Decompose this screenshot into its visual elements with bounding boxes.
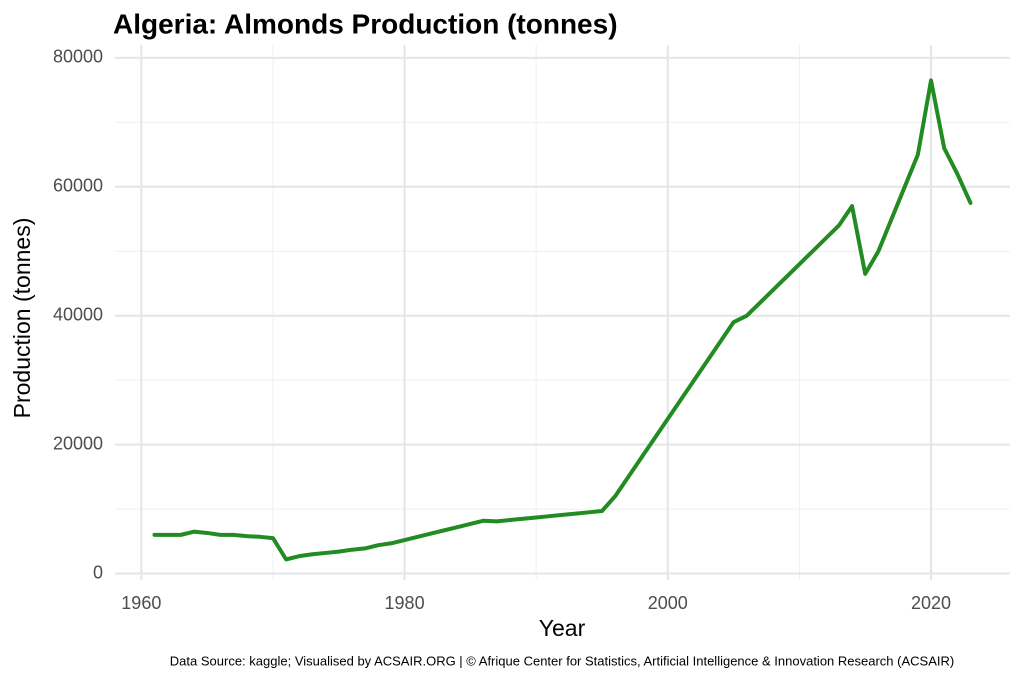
x-tick-label: 2000 (648, 593, 688, 613)
x-tick-label: 2020 (911, 593, 951, 613)
y-tick-label: 20000 (53, 433, 103, 453)
x-tick-label: 1980 (385, 593, 425, 613)
y-tick-label: 40000 (53, 304, 103, 324)
data-line (152, 78, 973, 562)
y-axis-title: Production (tonnes) (9, 218, 35, 419)
y-tick-label: 60000 (53, 176, 103, 196)
chart-title: Algeria: Almonds Production (tonnes) (113, 8, 618, 39)
x-axis-title: Year (539, 615, 586, 641)
caption: Data Source: kaggle; Visualised by ACSAI… (170, 653, 954, 668)
y-tick-label: 80000 (53, 47, 103, 67)
y-tick-label: 0 (93, 562, 103, 582)
x-tick-label: 1960 (121, 593, 161, 613)
